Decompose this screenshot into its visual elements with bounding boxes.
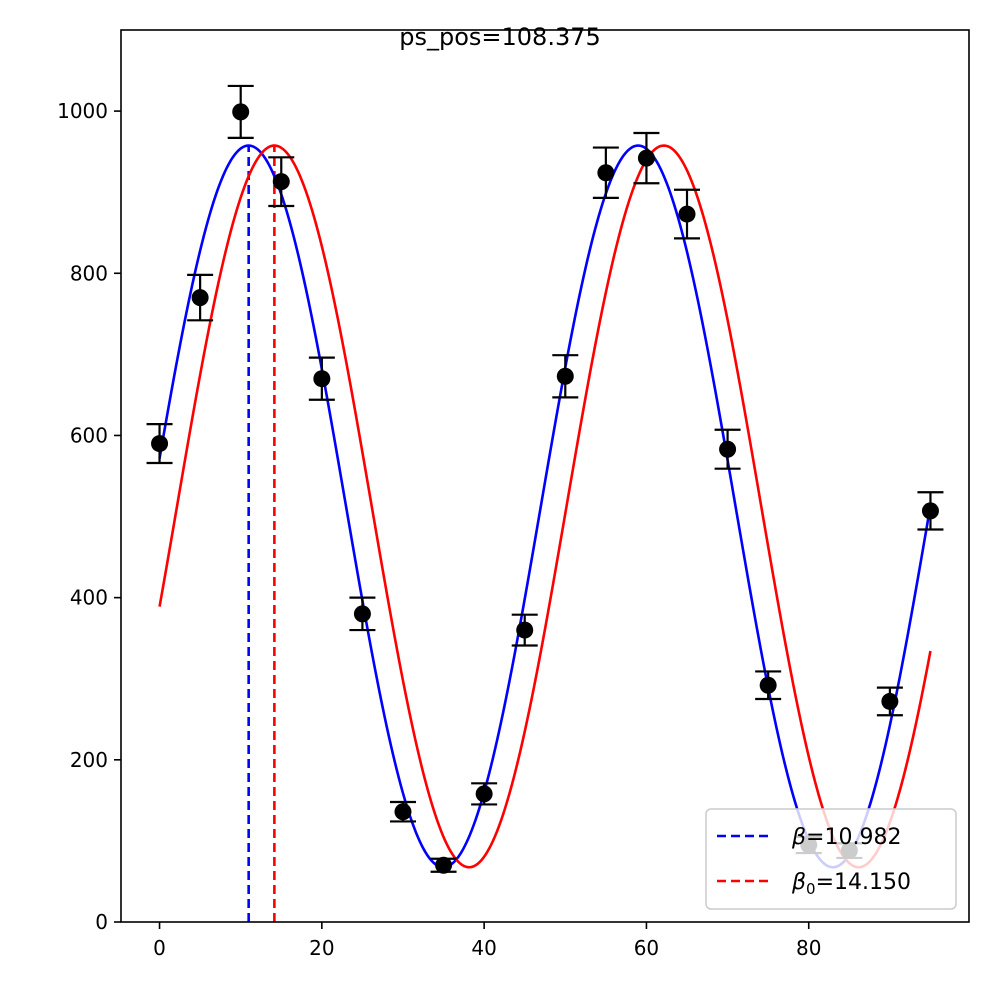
y-tick-label: 200 — [70, 748, 108, 772]
legend-label: β=10.982 — [791, 825, 901, 850]
y-tick-label: 1000 — [57, 99, 108, 123]
data-point — [633, 131, 660, 185]
data-point — [511, 613, 538, 647]
fit-curve — [158, 144, 932, 869]
point-marker — [394, 803, 412, 821]
data-point — [268, 156, 295, 208]
x-tick-label: 60 — [634, 936, 659, 960]
data-point — [552, 354, 579, 399]
legend: β=10.982 β0=14.150 — [705, 808, 957, 910]
point-marker — [232, 103, 250, 121]
axes-frame — [120, 29, 970, 923]
point-marker — [435, 856, 453, 874]
data-point — [308, 356, 335, 401]
data-point — [146, 423, 173, 465]
point-marker — [759, 676, 777, 694]
point-marker — [881, 692, 899, 710]
data-point — [674, 188, 701, 240]
vertical-lines — [247, 145, 276, 922]
legend-box — [705, 808, 957, 910]
y-tick-label: 800 — [70, 261, 108, 285]
point-marker — [556, 367, 574, 385]
data-point — [349, 596, 376, 632]
y-axis-ticks: 0 200 400 600 800 1000 — [57, 99, 121, 934]
chart-title: ps_pos=108.375 — [399, 23, 601, 51]
data-point — [471, 782, 498, 806]
data-point — [876, 686, 903, 717]
data-point — [227, 84, 254, 139]
data-point — [389, 800, 416, 823]
point-marker — [597, 164, 615, 182]
point-marker — [475, 785, 493, 803]
point-marker — [516, 621, 534, 639]
x-axis-ticks: 0 20 40 60 80 — [153, 922, 821, 960]
point-marker — [353, 605, 371, 623]
point-marker — [313, 370, 331, 388]
data-point — [430, 856, 457, 874]
legend-label: β0=14.150 — [791, 870, 911, 898]
data-point — [755, 670, 782, 701]
point-marker — [637, 149, 655, 167]
point-marker — [678, 205, 696, 223]
x-tick-label: 20 — [309, 936, 334, 960]
y-tick-label: 0 — [95, 910, 108, 934]
data-point — [187, 273, 214, 322]
point-marker — [272, 173, 290, 191]
data-point — [714, 428, 741, 470]
x-tick-label: 40 — [471, 936, 496, 960]
data-points — [146, 84, 944, 874]
y-tick-label: 600 — [70, 423, 108, 447]
point-marker — [151, 435, 169, 453]
point-marker — [719, 440, 737, 458]
y-tick-label: 400 — [70, 586, 108, 610]
data-point — [592, 146, 619, 199]
point-marker — [921, 502, 939, 520]
data-point — [917, 491, 944, 531]
x-tick-label: 0 — [153, 936, 166, 960]
point-marker — [191, 289, 209, 307]
x-tick-label: 80 — [796, 936, 821, 960]
